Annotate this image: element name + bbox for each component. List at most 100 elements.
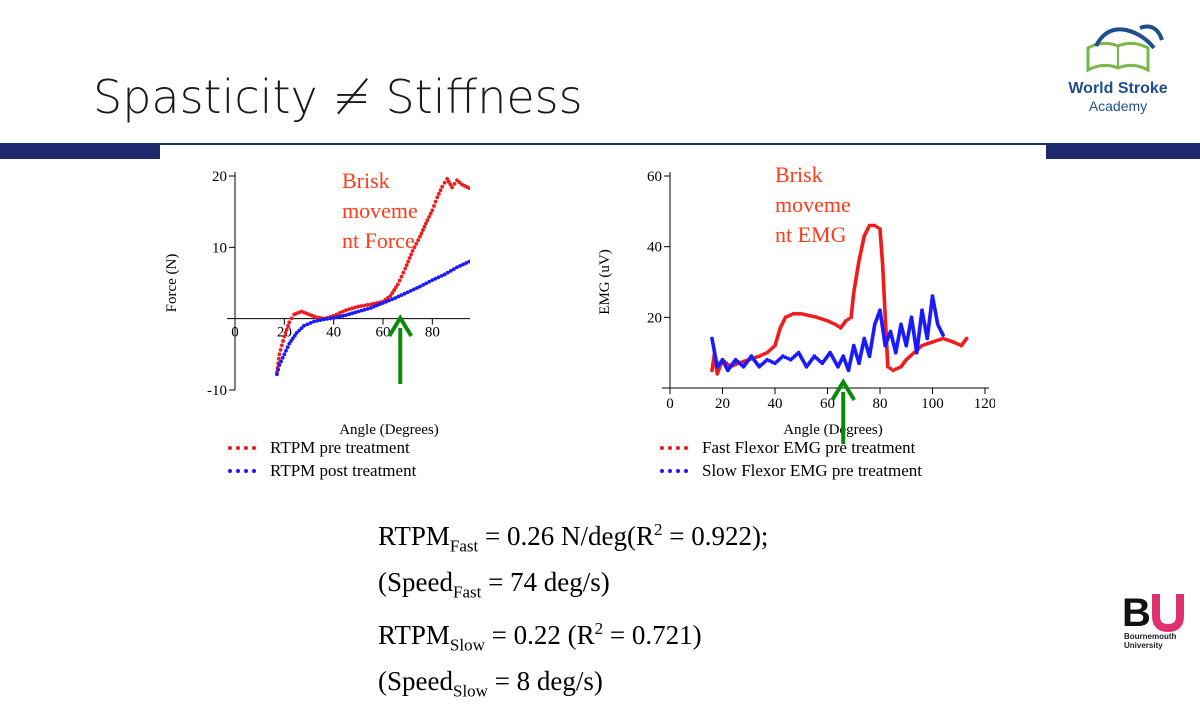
y-axis-title: EMG (uV) [597, 249, 613, 314]
legend-marker [228, 469, 232, 473]
bu-line2: University [1124, 641, 1163, 650]
legend-entry: Slow Flexor EMG pre treatment [702, 461, 922, 480]
x-tick-label: 20 [715, 396, 730, 412]
data-point-red [421, 228, 425, 232]
legend-marker [660, 446, 664, 450]
legend-entry: Fast Flexor EMG pre treatment [702, 438, 916, 457]
bu-mark-icon: B [1118, 588, 1193, 632]
y-tick-label: 60 [647, 169, 662, 185]
annotation-text: moveme [342, 198, 418, 223]
y-axis-title: Force (N) [164, 254, 180, 313]
data-point-red [282, 335, 286, 339]
formula-line-1: RTPMFast = 0.26 N/deg(R2 = 0.922); [378, 512, 768, 564]
y-tick-label: -10 [207, 383, 227, 399]
legend-marker [252, 446, 256, 450]
book-logo-icon [1058, 18, 1178, 80]
formula-block: RTPMFast = 0.26 N/deg(R2 = 0.922); (Spee… [378, 512, 768, 710]
data-point-blue [325, 317, 329, 321]
data-point-red [426, 218, 430, 222]
x-tick-label: 80 [425, 325, 440, 341]
legend-marker [668, 446, 672, 450]
data-point-blue [275, 372, 279, 376]
data-point-red [450, 186, 454, 190]
data-point-red [400, 275, 404, 279]
data-point-red [440, 185, 444, 189]
data-point-red [396, 283, 400, 287]
data-point-red [406, 260, 410, 264]
data-point-red [429, 212, 433, 216]
y-tick-label: 10 [212, 240, 227, 256]
data-point-red [286, 324, 290, 328]
data-point-red [408, 256, 412, 260]
data-point-red [284, 331, 288, 335]
y-tick-label: 20 [212, 169, 227, 185]
x-tick-label: 0 [231, 325, 239, 341]
data-point-blue [315, 319, 319, 323]
data-point-blue [322, 317, 326, 321]
data-point-red [432, 204, 436, 208]
header-band-right [1046, 143, 1200, 159]
legend-marker [244, 469, 248, 473]
data-point-red [409, 253, 413, 257]
legend-marker [660, 469, 664, 473]
data-point-blue [309, 321, 313, 325]
legend-marker [676, 446, 680, 450]
legend-entry: RTPM post treatment [270, 461, 417, 480]
data-point-blue [312, 320, 316, 324]
wsa-line1: World Stroke [1058, 80, 1178, 98]
data-point-red [424, 222, 428, 226]
svg-text:B: B [1122, 591, 1151, 632]
header-band-left [0, 143, 160, 159]
annotation-text: nt Force [342, 228, 415, 253]
x-tick-label: 120 [974, 396, 995, 412]
x-tick-label: 100 [921, 396, 944, 412]
legend-entry: RTPM pre treatment [270, 438, 410, 457]
data-point-blue [279, 360, 283, 364]
data-point-blue [305, 322, 309, 326]
y-tick-label: 40 [647, 240, 662, 256]
data-point-red [435, 196, 439, 200]
data-point-red [453, 182, 457, 186]
formula-line-2: (SpeedFast = 74 deg/s) [378, 564, 768, 610]
x-axis-title: Angle (Degrees) [339, 422, 439, 438]
x-tick-label: 40 [768, 396, 783, 412]
x-tick-label: 40 [326, 325, 341, 341]
data-point-red [416, 238, 420, 242]
legend-marker [228, 446, 232, 450]
data-point-red [418, 235, 422, 239]
legend-marker [676, 469, 680, 473]
data-point-red [965, 337, 969, 341]
formula-line-4: (SpeedSlow = 8 deg/s) [378, 663, 768, 709]
data-point-red [279, 348, 283, 352]
data-point-red [430, 208, 434, 212]
data-point-blue [284, 349, 288, 353]
annotation-text: Brisk [342, 168, 390, 193]
x-tick-label: 0 [666, 396, 674, 412]
legend-marker [684, 469, 688, 473]
data-point-red [434, 200, 438, 204]
legend-marker [668, 469, 672, 473]
x-axis-title: Angle (Degrees) [783, 422, 883, 438]
annotation-text: nt EMG [775, 222, 847, 247]
data-point-blue [278, 363, 282, 367]
data-point-red [420, 231, 424, 235]
data-point-red [280, 344, 284, 348]
data-point-red [437, 192, 441, 196]
data-point-red [405, 263, 409, 267]
legend-marker [684, 446, 688, 450]
formula-line-3: RTPMSlow = 0.22 (R2 = 0.721) [378, 611, 768, 663]
x-tick-label: 60 [376, 325, 391, 341]
legend-marker [236, 469, 240, 473]
annotation-text: moveme [775, 192, 851, 217]
legend-marker [244, 446, 248, 450]
bournemouth-university-logo: B Bournemouth University [1118, 588, 1193, 653]
data-point-blue [276, 368, 280, 372]
data-point-blue [282, 352, 286, 356]
slide-title: Spasticity ≠ Stiffness [93, 70, 583, 124]
data-point-blue [328, 317, 332, 321]
data-point-red [278, 352, 282, 356]
data-point-blue [319, 318, 323, 322]
data-point-red [398, 279, 402, 283]
